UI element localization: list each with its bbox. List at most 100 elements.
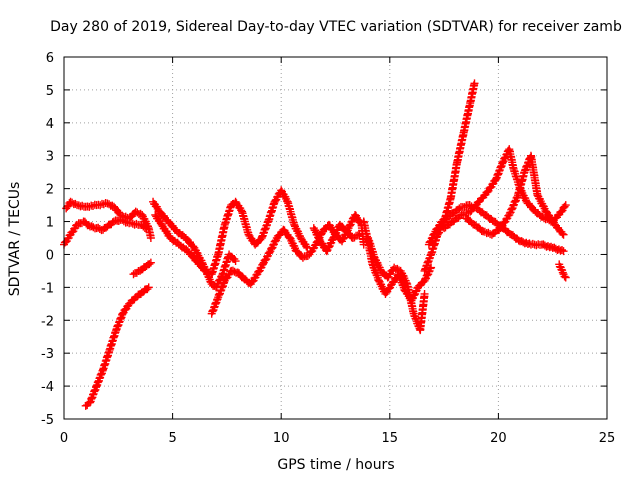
data-point-run xyxy=(474,204,488,219)
data-point-run xyxy=(252,235,265,248)
data-point-run xyxy=(106,328,120,353)
data-point-run xyxy=(93,366,107,389)
data-point-run xyxy=(100,223,110,232)
data-point-run xyxy=(208,252,222,277)
data-point xyxy=(420,289,429,298)
data-point-run xyxy=(286,234,300,255)
data-point-run xyxy=(111,204,124,217)
data-point-run xyxy=(416,292,429,334)
data-point-run xyxy=(492,159,507,182)
data-point-run xyxy=(228,199,239,208)
data-point xyxy=(277,186,286,195)
data-point-run xyxy=(238,209,253,237)
x-tick-label: 25 xyxy=(599,431,616,446)
data-marks xyxy=(60,79,570,410)
data-point-run xyxy=(425,229,439,247)
data-point-run xyxy=(86,383,100,406)
data-point-run xyxy=(459,208,473,219)
data-point-run xyxy=(527,153,542,198)
data-point-run xyxy=(378,268,391,280)
data-point xyxy=(483,187,492,196)
data-point xyxy=(455,204,464,213)
data-point-run xyxy=(139,285,152,296)
x-axis: 0 5 10 15 20 25 xyxy=(60,57,615,446)
data-point-run xyxy=(226,252,239,263)
data-point-run xyxy=(543,208,558,227)
data-point-run xyxy=(466,81,479,106)
x-tick-label: 5 xyxy=(168,431,176,446)
data-point xyxy=(559,230,568,239)
data-point-run xyxy=(212,272,226,291)
data-point-run xyxy=(74,219,86,228)
y-tick-label: 2 xyxy=(46,183,54,198)
data-point-run xyxy=(235,269,247,282)
y-tick-label: 3 xyxy=(46,150,54,165)
data-point-run xyxy=(441,218,456,232)
x-tick-label: 15 xyxy=(382,431,399,446)
series-satellite-track-8 xyxy=(309,220,364,256)
data-point-run xyxy=(68,198,80,209)
data-point-run xyxy=(439,212,454,224)
data-point-run xyxy=(532,209,547,221)
data-point-run xyxy=(300,252,312,261)
data-point-run xyxy=(555,262,567,277)
data-point-run xyxy=(254,260,267,277)
series-satellite-track-3 xyxy=(81,283,153,410)
plot-frame xyxy=(63,56,608,420)
y-tick-label: 6 xyxy=(46,51,54,66)
data-point-run xyxy=(87,222,99,233)
data-point-run xyxy=(432,218,445,234)
data-point-run xyxy=(232,199,246,215)
data-point-run xyxy=(126,209,139,221)
y-tick-label: 0 xyxy=(46,248,54,263)
data-point-run xyxy=(182,235,198,251)
data-point-run xyxy=(297,235,311,251)
series-satellite-track-4 xyxy=(129,258,155,279)
data-point-run xyxy=(482,211,497,225)
data-point-run xyxy=(156,209,172,224)
data-point-run xyxy=(558,202,569,215)
data-point-run xyxy=(228,266,241,277)
data-point-run xyxy=(306,241,319,257)
y-tick-label: 4 xyxy=(46,117,54,132)
data-point-run xyxy=(260,248,274,265)
data-point xyxy=(146,258,155,267)
data-point-run xyxy=(137,221,149,232)
data-point-run xyxy=(560,272,569,281)
data-point-run xyxy=(369,261,383,284)
data-point-run xyxy=(415,278,428,290)
data-point-run xyxy=(453,131,468,165)
data-point-run xyxy=(273,227,287,240)
data-point-run xyxy=(552,221,567,238)
data-point-run xyxy=(446,160,461,201)
data-point xyxy=(290,220,299,229)
data-point-run xyxy=(214,223,229,257)
y-tick-label: -4 xyxy=(41,380,54,395)
data-point xyxy=(561,273,570,282)
data-point-run xyxy=(267,236,281,253)
series-satellite-track-15 xyxy=(555,260,570,282)
x-tick-label: 20 xyxy=(490,431,507,446)
data-point-run xyxy=(174,229,189,241)
data-point-run xyxy=(489,225,504,238)
data-point-run xyxy=(221,202,235,228)
data-point-run xyxy=(505,193,522,218)
data-point-run xyxy=(364,236,379,261)
data-point-run xyxy=(350,231,362,242)
data-point-run xyxy=(534,192,550,215)
data-point-run xyxy=(460,101,474,135)
data-point xyxy=(355,230,364,239)
data-point-run xyxy=(137,263,150,274)
data-point xyxy=(146,234,155,242)
data-point xyxy=(559,247,568,256)
data-point xyxy=(142,224,151,233)
data-point-run xyxy=(323,235,337,255)
data-point-run xyxy=(191,246,207,267)
data-point-run xyxy=(152,212,165,228)
data-point xyxy=(144,283,153,292)
data-point-run xyxy=(165,219,180,234)
data-point xyxy=(427,263,436,272)
data-point-run xyxy=(421,264,435,283)
data-point-run xyxy=(284,199,298,227)
